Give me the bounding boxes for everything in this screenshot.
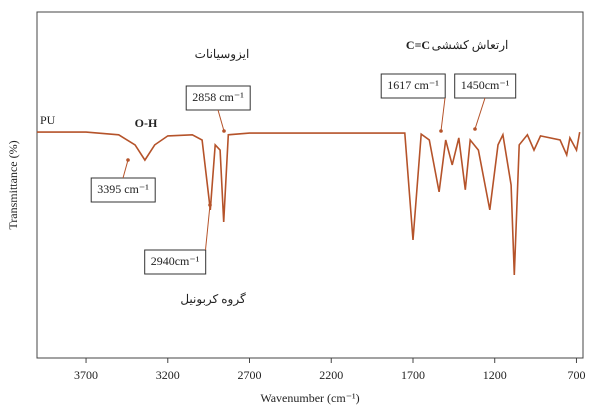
annotation-arrow — [217, 109, 225, 132]
spectrum-line — [37, 131, 581, 276]
x-tick-label: 3700 — [74, 368, 98, 382]
annotation-arrow — [440, 97, 446, 132]
arrow-head — [208, 203, 212, 207]
annotation: 1450cm⁻¹ — [461, 78, 510, 92]
x-tick-label: 1200 — [483, 368, 507, 382]
annotation: 2940cm⁻¹ — [151, 254, 200, 268]
annotation: 3395 cm⁻¹ — [97, 182, 149, 196]
x-tick-label: 1700 — [401, 368, 425, 382]
annotation: ایزوسیانات — [195, 47, 250, 61]
annotation-box — [185, 85, 251, 111]
x-tick-label: 2200 — [319, 368, 343, 382]
annotation-box — [144, 249, 207, 275]
plot-frame — [36, 11, 584, 359]
arrow-head — [473, 127, 477, 131]
annotation-box — [454, 73, 517, 99]
arrow-head — [222, 129, 226, 133]
x-tick-label: 700 — [567, 368, 585, 382]
annotation: O-H — [135, 116, 158, 130]
y-axis-label: Transmittance (%) — [6, 140, 20, 229]
annotation-box — [90, 177, 156, 203]
x-axis-label: Wavenumber (cm⁻¹) — [260, 391, 359, 405]
series-label: PU — [40, 113, 56, 127]
annotation: گروه کربونیل — [180, 292, 246, 306]
annotation: C=C — [406, 38, 430, 52]
annotation: ارتعاش کششی — [432, 38, 509, 52]
arrow-head — [126, 158, 130, 162]
x-tick-label: 2700 — [238, 368, 262, 382]
annotation-arrow — [204, 204, 211, 251]
arrow-head — [439, 129, 443, 133]
annotation-arrow — [122, 159, 129, 179]
annotation-arrow — [474, 97, 486, 130]
x-tick-label: 3200 — [156, 368, 180, 382]
annotation: 1617 cm⁻¹ — [387, 78, 439, 92]
annotation-box — [380, 73, 446, 99]
annotation: 2858 cm⁻¹ — [192, 90, 244, 104]
